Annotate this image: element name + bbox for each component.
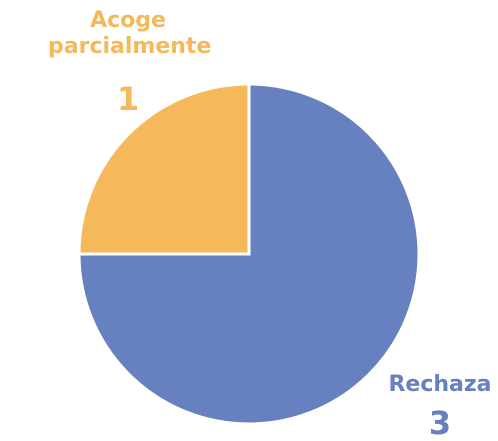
slice-label: Acoge parcialmente xyxy=(48,8,212,59)
slice-label: Rechaza xyxy=(388,372,492,397)
value-label: 1 xyxy=(116,80,140,118)
pie-slice xyxy=(77,82,421,426)
value-label: 3 xyxy=(428,404,452,441)
pie-slice xyxy=(77,82,251,256)
